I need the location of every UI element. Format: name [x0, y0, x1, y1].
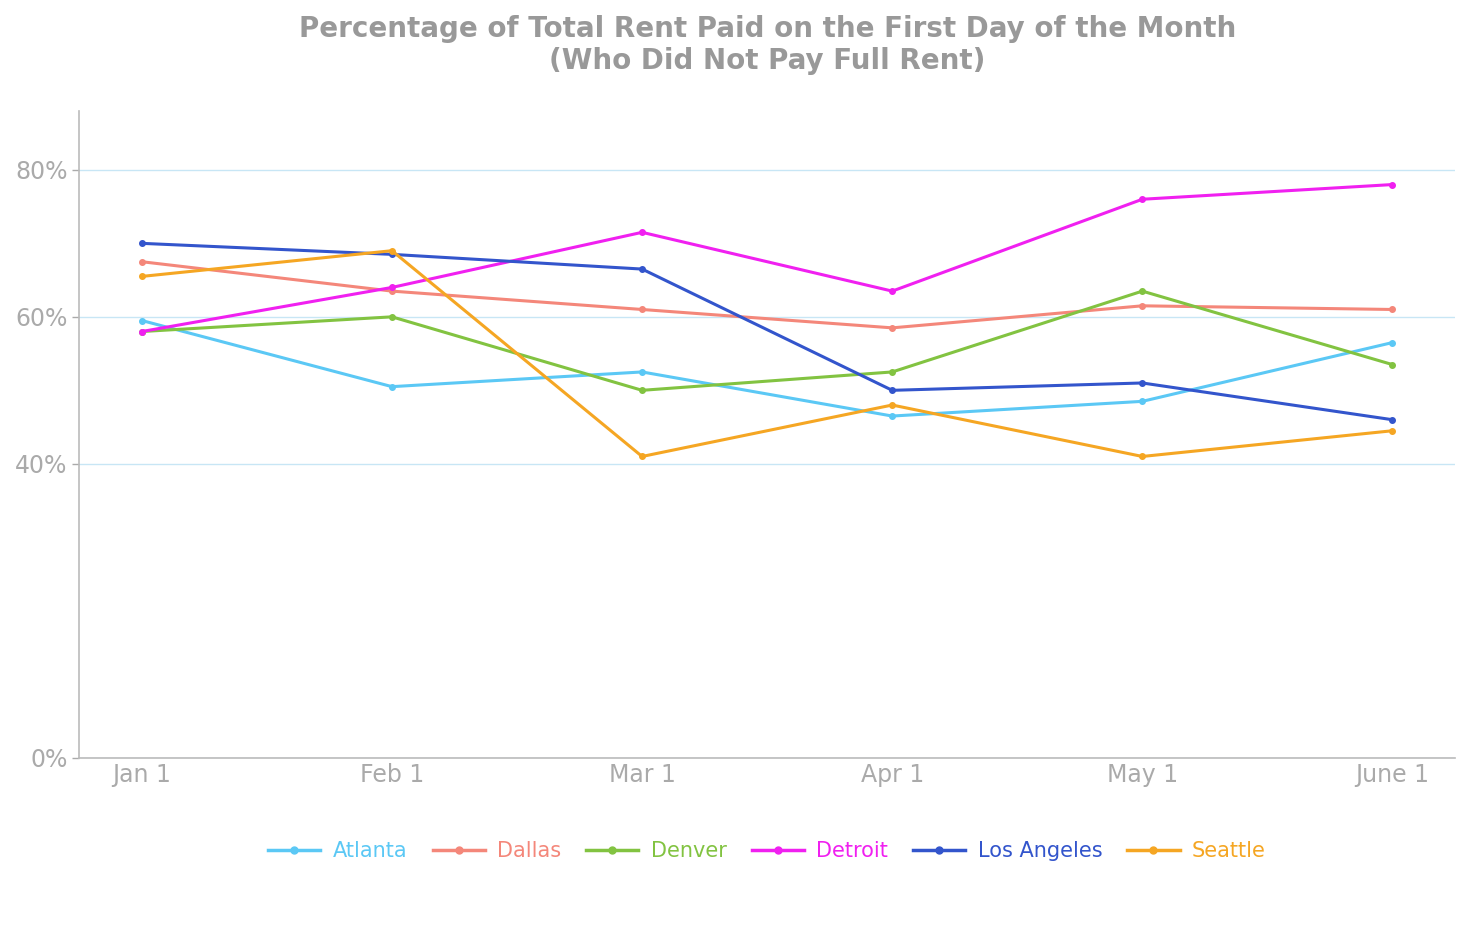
- Seattle: [132, 271, 150, 282]
- Denver: [384, 312, 401, 323]
- Denver: [132, 326, 150, 337]
- Los Angeles: [634, 263, 651, 275]
- Legend: Atlanta, Dallas, Denver, Detroit, Los Angeles, Seattle: Atlanta, Dallas, Denver, Detroit, Los An…: [260, 833, 1274, 869]
- Detroit: [883, 285, 901, 296]
- Atlanta: [384, 381, 401, 392]
- Denver: [1383, 359, 1401, 371]
- Seattle: [384, 245, 401, 256]
- Detroit: [1133, 194, 1151, 205]
- Seattle: [1383, 425, 1401, 436]
- Seattle: [1133, 450, 1151, 462]
- Detroit: [384, 282, 401, 294]
- Los Angeles: [1383, 414, 1401, 426]
- Denver: [883, 367, 901, 378]
- Line: Denver: Denver: [140, 289, 1395, 393]
- Seattle: [634, 450, 651, 462]
- Atlanta: [883, 410, 901, 422]
- Dallas: [634, 304, 651, 315]
- Detroit: [1383, 179, 1401, 190]
- Los Angeles: [1133, 377, 1151, 389]
- Line: Dallas: Dallas: [140, 259, 1395, 331]
- Dallas: [1133, 300, 1151, 312]
- Dallas: [883, 322, 901, 333]
- Detroit: [634, 227, 651, 238]
- Line: Atlanta: Atlanta: [140, 317, 1395, 419]
- Atlanta: [132, 314, 150, 326]
- Dallas: [132, 256, 150, 267]
- Los Angeles: [132, 238, 150, 249]
- Seattle: [883, 399, 901, 410]
- Atlanta: [1133, 395, 1151, 407]
- Denver: [634, 385, 651, 396]
- Line: Los Angeles: Los Angeles: [140, 240, 1395, 423]
- Atlanta: [634, 367, 651, 378]
- Line: Seattle: Seattle: [140, 248, 1395, 459]
- Denver: [1133, 285, 1151, 296]
- Dallas: [1383, 304, 1401, 315]
- Dallas: [384, 285, 401, 296]
- Atlanta: [1383, 337, 1401, 349]
- Title: Percentage of Total Rent Paid on the First Day of the Month
(Who Did Not Pay Ful: Percentage of Total Rent Paid on the Fir…: [298, 15, 1236, 75]
- Line: Detroit: Detroit: [140, 181, 1395, 334]
- Detroit: [132, 326, 150, 337]
- Los Angeles: [384, 249, 401, 260]
- Los Angeles: [883, 385, 901, 396]
